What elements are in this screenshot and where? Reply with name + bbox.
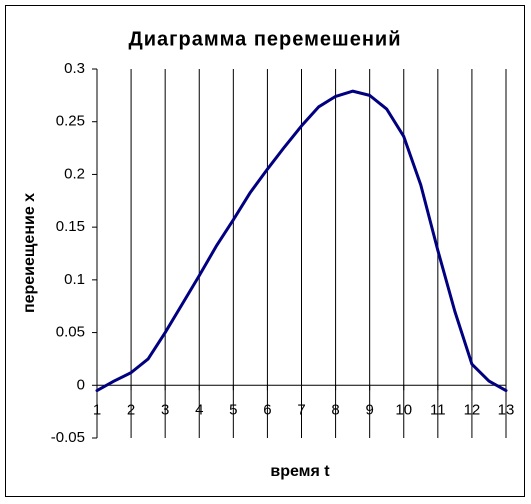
x-tick-label: 11 <box>430 401 446 418</box>
x-tick-label: 13 <box>498 401 515 418</box>
x-axis-label: время t <box>270 463 330 480</box>
x-tick-label: 10 <box>395 401 412 418</box>
data-line <box>95 89 508 393</box>
y-tick-label: 0.1 <box>64 271 85 288</box>
x-tick-label: 12 <box>464 401 481 418</box>
x-tick-label: 2 <box>127 401 135 418</box>
y-tick-label: 0.05 <box>56 324 85 341</box>
x-tick-label: 8 <box>331 401 339 418</box>
x-tick-label: 6 <box>263 401 271 418</box>
chart-title: Диаграмма перемешений <box>128 28 401 50</box>
y-tick-label: 0 <box>77 376 85 393</box>
y-tick-label: 0.3 <box>64 60 85 77</box>
y-axis-label: переиещение x <box>21 193 38 313</box>
y-tick-label: -0.05 <box>51 429 85 446</box>
x-tick-label: 7 <box>297 401 305 418</box>
y-tick-label: 0.15 <box>56 218 85 235</box>
x-tick-label: 5 <box>229 401 237 418</box>
x-tick-label: 9 <box>365 401 373 418</box>
chart-border <box>5 5 525 497</box>
y-tick-label: 0.25 <box>56 113 85 130</box>
y-tick-label: 0.2 <box>64 165 85 182</box>
x-tick-label: 3 <box>161 401 169 418</box>
x-tick-label: 4 <box>195 401 203 418</box>
